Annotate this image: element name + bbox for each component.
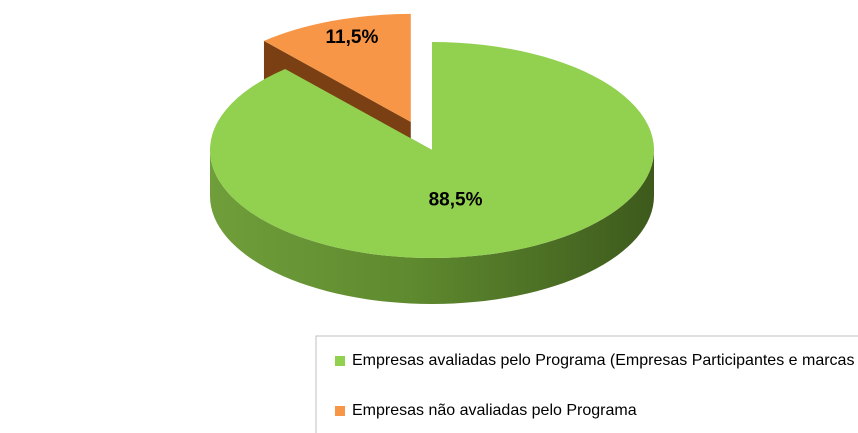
legend-label: Empresas avaliadas pelo Programa (Empres… <box>352 352 858 369</box>
legend-swatch <box>335 406 345 416</box>
slice <box>209 42 654 258</box>
data-label: 11,5% <box>326 27 379 48</box>
legend-box <box>315 335 858 433</box>
legend-label: Empresas não avaliadas pelo Programa <box>352 402 637 419</box>
legend-swatch <box>335 356 345 366</box>
slice <box>263 13 411 122</box>
slice-side <box>210 150 654 304</box>
data-label: 88,5% <box>429 189 483 210</box>
